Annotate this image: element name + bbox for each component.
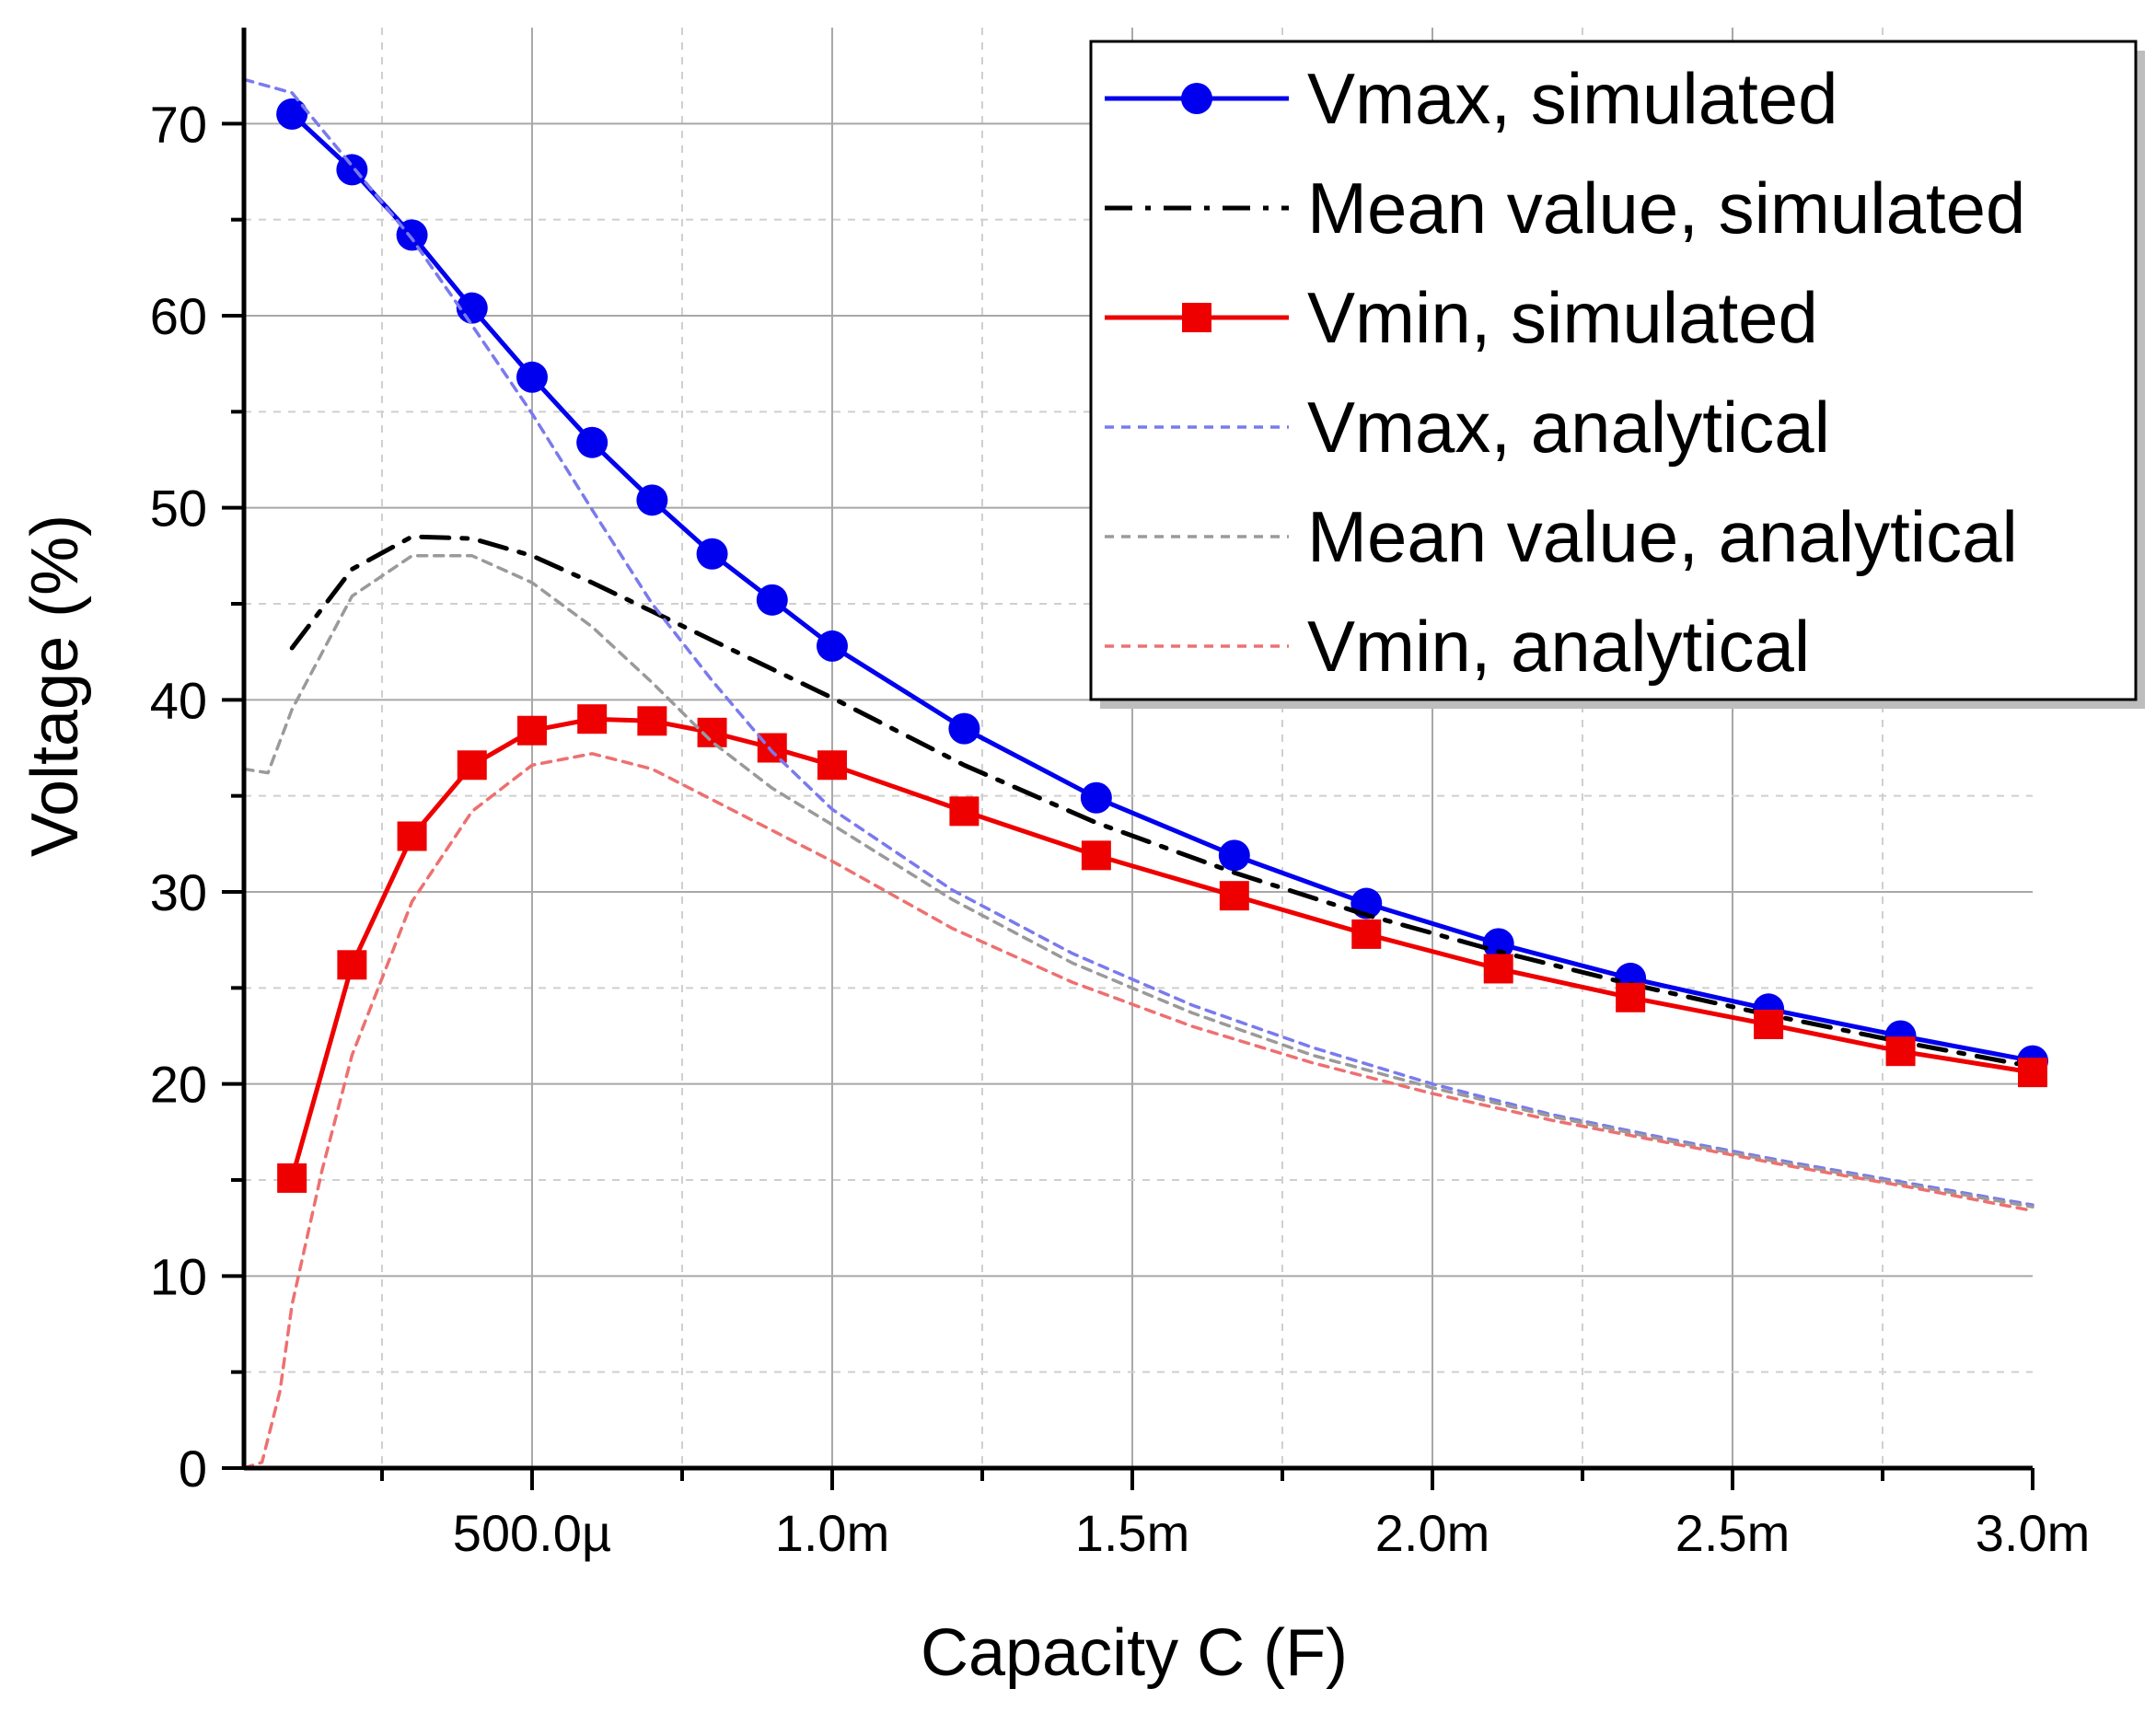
data-point: [1482, 928, 1514, 960]
x-tick-label: 1.0m: [775, 1504, 890, 1562]
data-point: [816, 630, 848, 662]
x-tick-label: 2.0m: [1375, 1504, 1490, 1562]
data-point: [276, 98, 308, 130]
y-tick-label: 60: [150, 287, 207, 345]
x-tick-label: 1.5m: [1075, 1504, 1190, 1562]
data-point: [516, 361, 548, 393]
legend-entry: Vmax, simulated: [1105, 58, 1838, 139]
data-point: [817, 750, 847, 781]
legend-entry: Vmin, simulated: [1105, 277, 1818, 358]
legend-box: [1089, 40, 2138, 701]
data-point: [2018, 1058, 2047, 1088]
data-point: [1081, 840, 1111, 871]
data-point: [696, 538, 728, 570]
y-tick-label: 20: [150, 1056, 207, 1114]
data-point: [277, 1163, 307, 1193]
x-tick-label: 2.5m: [1675, 1504, 1791, 1562]
data-point: [1616, 982, 1646, 1012]
data-point: [337, 950, 367, 980]
x-axis-title: Capacity C (F): [921, 1616, 1348, 1690]
data-point: [397, 821, 427, 851]
legend-entry: Mean value, simulated: [1105, 168, 2025, 249]
series-line: [242, 554, 2034, 1209]
series-layer: [242, 77, 2048, 1470]
legend-entry: Vmax, analytical: [1105, 387, 1830, 468]
axes: 500.0µ 1.0m 1.5m 2.0m 2.5m 3.0m 0 10 20 30 40 50 60 7…: [150, 28, 2091, 1562]
x-tick-label: 3.0m: [1976, 1504, 2091, 1562]
y-tick-label: 50: [150, 480, 207, 538]
data-point: [457, 750, 487, 781]
legend-entry: Vmin, analytical: [1105, 606, 1810, 687]
y-axis-title: Voltage (%): [18, 515, 92, 857]
series-line: [242, 752, 2034, 1470]
y-tick-label: 40: [150, 671, 207, 729]
data-point: [1754, 1009, 1784, 1039]
legend-label: Vmin, analytical: [1307, 606, 1810, 687]
y-tick-label: 70: [150, 95, 207, 153]
data-point: [1885, 1036, 1916, 1067]
y-tick-label: 30: [150, 863, 207, 921]
data-point: [336, 154, 368, 186]
legend-label: Mean value, analytical: [1307, 496, 2018, 577]
data-point: [636, 484, 668, 516]
y-tick-label: 0: [179, 1440, 207, 1498]
data-point: [637, 706, 667, 736]
series-line: [242, 77, 2034, 1207]
legend: Vmax, simulated Mean value, simulated Vmin…: [1089, 40, 2145, 709]
x-tick-label: 500.0µ: [453, 1504, 611, 1562]
legend-entry: Mean value, analytical: [1105, 496, 2018, 577]
legend-label: Vmin, simulated: [1307, 277, 1818, 358]
data-point: [949, 796, 979, 827]
legend-label: Mean value, simulated: [1307, 168, 2025, 249]
legend-label: Vmax, simulated: [1307, 58, 1838, 139]
data-point: [1219, 881, 1249, 911]
legend-marker: [1182, 303, 1211, 332]
data-point: [576, 426, 609, 458]
y-tick-label: 10: [150, 1247, 207, 1305]
series-4: [242, 554, 2034, 1209]
series-3: [242, 77, 2034, 1207]
data-point: [1351, 919, 1382, 949]
data-point: [516, 715, 547, 746]
data-point: [1483, 954, 1513, 984]
series-2: [277, 704, 2047, 1193]
legend-marker: [1181, 83, 1212, 114]
data-point: [1218, 839, 1250, 872]
data-point: [1080, 781, 1112, 814]
legend-label: Vmax, analytical: [1307, 387, 1830, 468]
data-point: [577, 704, 608, 735]
data-point: [948, 712, 980, 745]
data-point: [756, 584, 788, 616]
series-5: [242, 752, 2034, 1470]
